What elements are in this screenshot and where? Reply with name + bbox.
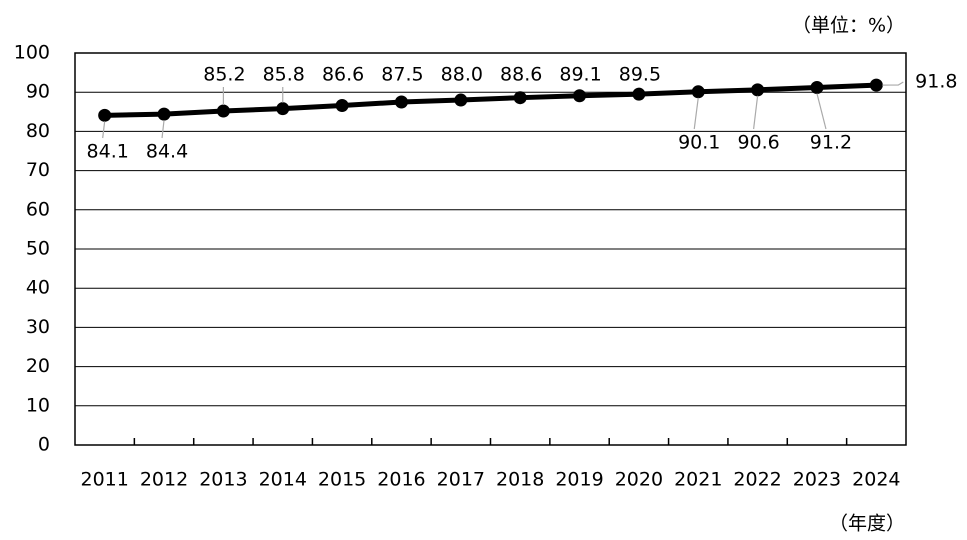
- marker: [869, 78, 883, 92]
- leader-line: [816, 93, 827, 130]
- x-tick-label: 2014: [259, 469, 307, 491]
- y-tick-label: 60: [26, 198, 50, 220]
- marker: [216, 104, 230, 118]
- data-label: 86.6: [322, 64, 364, 86]
- data-label: 87.5: [381, 64, 423, 86]
- unit-label: （単位：%）: [792, 15, 905, 37]
- data-label: 91.8: [915, 71, 957, 93]
- marker: [691, 85, 705, 99]
- x-tick-label: 2016: [377, 469, 425, 491]
- data-label: 90.1: [678, 132, 720, 154]
- marker: [454, 93, 468, 107]
- y-tick-label: 0: [38, 434, 50, 456]
- x-tick-label: 2022: [733, 469, 781, 491]
- x-tick-label: 2024: [852, 469, 900, 491]
- leader-line: [102, 121, 106, 139]
- marker: [810, 80, 824, 94]
- marker: [513, 91, 527, 105]
- marker: [276, 102, 290, 116]
- leader-line: [693, 97, 699, 130]
- x-tick-label: 2018: [496, 469, 544, 491]
- data-label: 89.1: [559, 64, 601, 86]
- leader-line: [753, 95, 759, 130]
- y-tick-label: 20: [26, 355, 50, 377]
- data-label: 84.1: [87, 141, 129, 163]
- marker: [394, 95, 408, 109]
- data-label: 84.4: [146, 141, 188, 163]
- x-tick-label: 2013: [199, 469, 247, 491]
- marker: [157, 107, 171, 121]
- y-tick-label: 50: [26, 238, 50, 260]
- data-label: 90.6: [737, 132, 779, 154]
- x-tick-label: 2020: [615, 469, 663, 491]
- data-label: 85.8: [263, 64, 305, 86]
- x-tick-label: 2011: [80, 469, 128, 491]
- x-tick-label: 2023: [793, 469, 841, 491]
- x-tick-label: 2012: [140, 469, 188, 491]
- marker: [751, 83, 765, 97]
- line: [104, 82, 877, 118]
- data-label: 88.0: [441, 64, 483, 86]
- data-label: 88.6: [500, 64, 542, 86]
- marker: [98, 108, 112, 122]
- leader-line: [161, 120, 165, 139]
- leader-line: [882, 81, 904, 86]
- data-label: 89.5: [619, 64, 661, 86]
- y-tick-label: 100: [14, 42, 50, 64]
- x-tick-label: 2021: [674, 469, 722, 491]
- y-tick-label: 10: [26, 394, 50, 416]
- x-unit-label: （年度）: [829, 513, 905, 535]
- marker: [335, 99, 349, 113]
- x-tick-label: 2015: [318, 469, 366, 491]
- y-tick-label: 30: [26, 316, 50, 338]
- y-tick-label: 90: [26, 81, 50, 103]
- y-tick-label: 40: [26, 277, 50, 299]
- y-tick-label: 70: [26, 159, 50, 181]
- marker: [632, 87, 646, 101]
- data-label: 85.2: [203, 64, 245, 86]
- y-tick-label: 80: [26, 120, 50, 142]
- marker: [573, 89, 587, 103]
- x-tick-label: 2019: [555, 469, 603, 491]
- data-label: 91.2: [810, 132, 852, 154]
- x-tick-label: 2017: [437, 469, 485, 491]
